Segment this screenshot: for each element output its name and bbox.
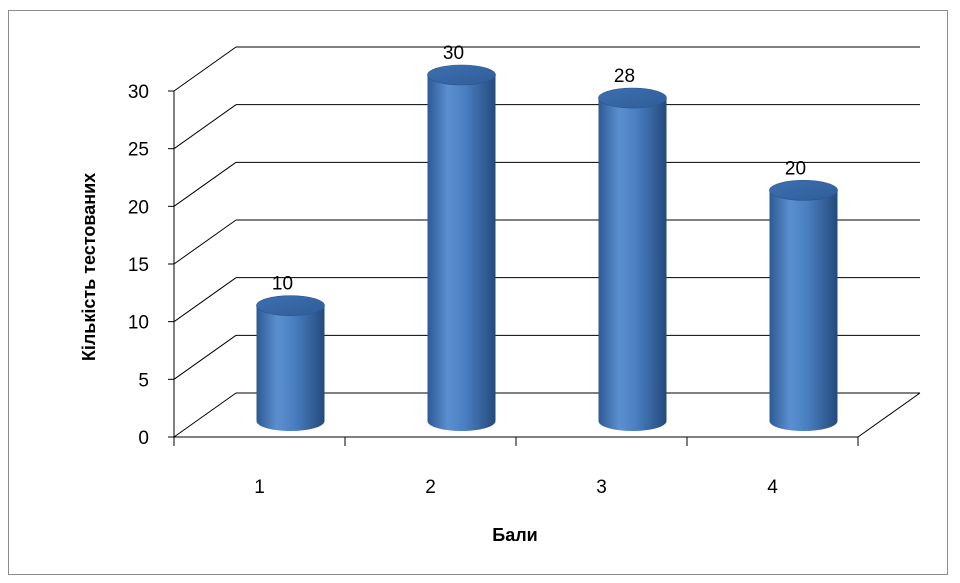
bar-body-1 [256, 305, 325, 432]
gridline-side-25 [173, 104, 237, 150]
gridline-side-10 [173, 277, 237, 323]
floor-right-edge [857, 392, 921, 438]
x-axis-title: Бали [492, 525, 537, 545]
data-label-1: 10 [272, 274, 293, 295]
bar-body-4 [769, 190, 838, 432]
bar-top-1 [256, 295, 325, 316]
bar-top-3 [598, 87, 667, 109]
gridline-side-30 [173, 46, 237, 92]
labels: 0 5 10 15 20 25 30 10 1 30 2 28 3 20 4 [128, 43, 806, 498]
bar-body-3 [598, 98, 667, 432]
bar-top-2 [427, 64, 496, 86]
gridline-side-5 [173, 334, 237, 380]
x-tick-label-4: 4 [767, 477, 778, 498]
y-tick-label-10: 10 [128, 313, 149, 334]
bar-body-2 [427, 75, 496, 432]
bar-1 [256, 295, 325, 432]
gridline-side-15 [173, 219, 237, 265]
y-tick-label-5: 5 [138, 370, 149, 391]
data-label-3: 28 [614, 66, 635, 87]
y-axis-title: Кількість тестованих [79, 173, 99, 361]
x-tick-label-1: 1 [254, 477, 265, 498]
bar-3 [598, 87, 667, 432]
x-tick-label-3: 3 [596, 477, 607, 498]
bar-4 [769, 180, 838, 432]
gridline-side-20 [173, 161, 237, 207]
data-label-2: 30 [443, 43, 464, 64]
bar-2 [427, 64, 496, 432]
y-tick-label-15: 15 [128, 255, 149, 276]
y-tick-label-20: 20 [128, 197, 149, 218]
y-tick-label-25: 25 [128, 140, 149, 161]
y-tick-label-0: 0 [138, 428, 149, 449]
y-tick-label-30: 30 [128, 82, 149, 103]
gridline-side-0 [173, 392, 237, 438]
bar-top-4 [769, 180, 838, 201]
bars [256, 64, 838, 432]
x-tick-label-2: 2 [425, 477, 436, 498]
axes [168, 90, 859, 446]
data-label-4: 20 [785, 158, 806, 179]
